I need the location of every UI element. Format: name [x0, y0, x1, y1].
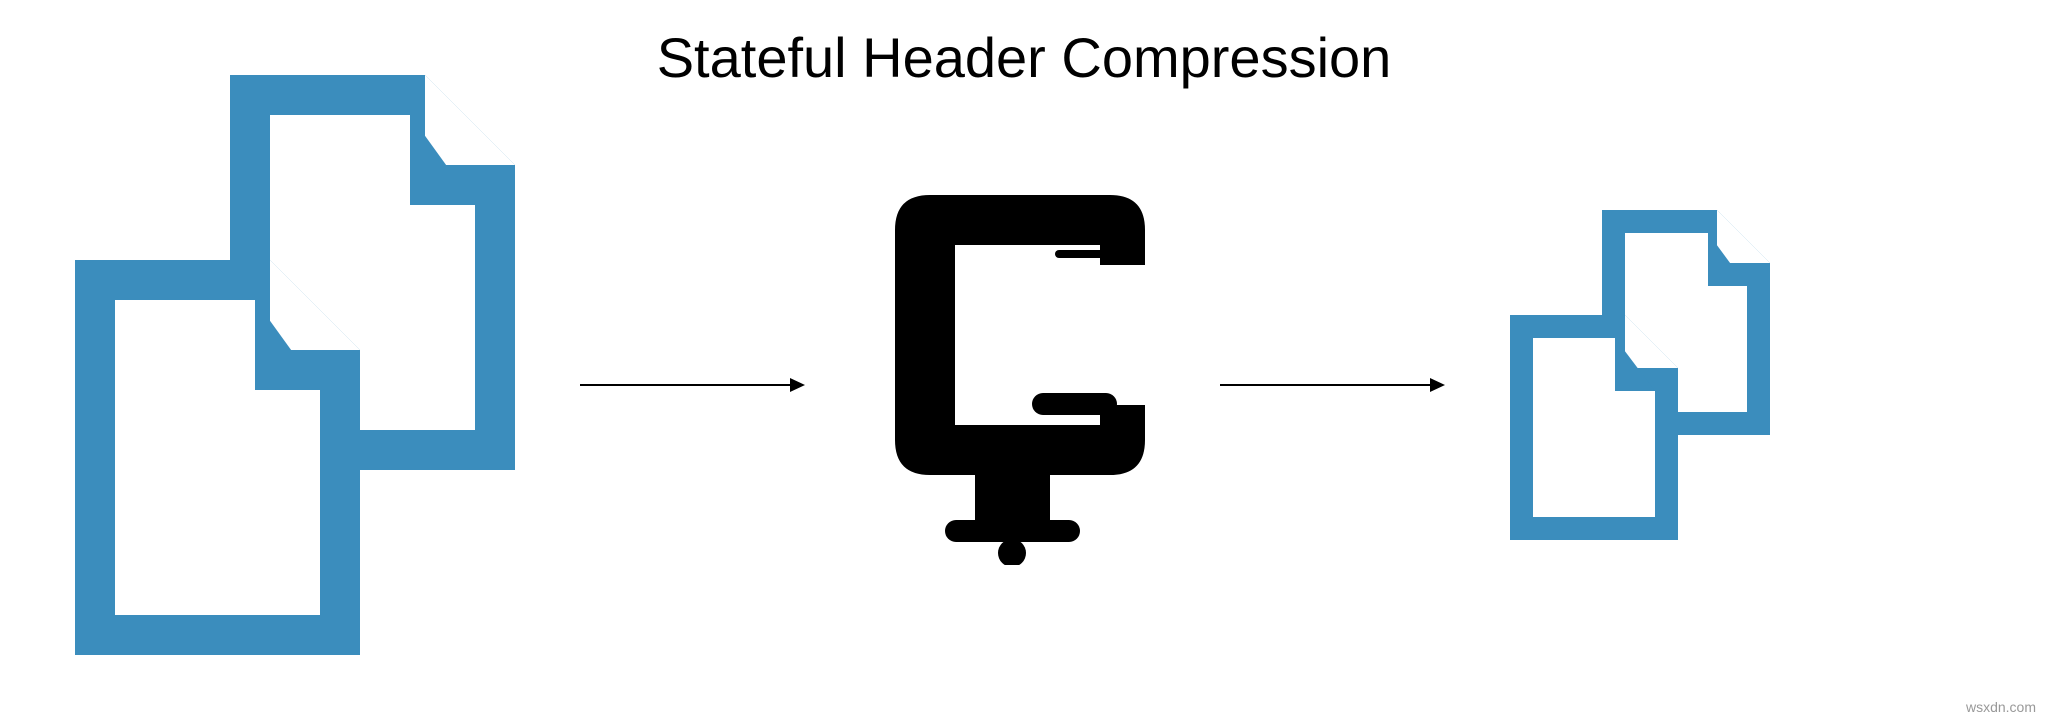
watermark: wsxdn.com — [1966, 699, 2036, 715]
documents-small-icon — [1510, 210, 1770, 540]
arrow-icon — [580, 375, 805, 395]
documents-large-icon — [75, 75, 515, 655]
diagram — [0, 0, 2048, 723]
clamp-icon — [870, 195, 1150, 565]
arrow-icon — [1220, 375, 1445, 395]
